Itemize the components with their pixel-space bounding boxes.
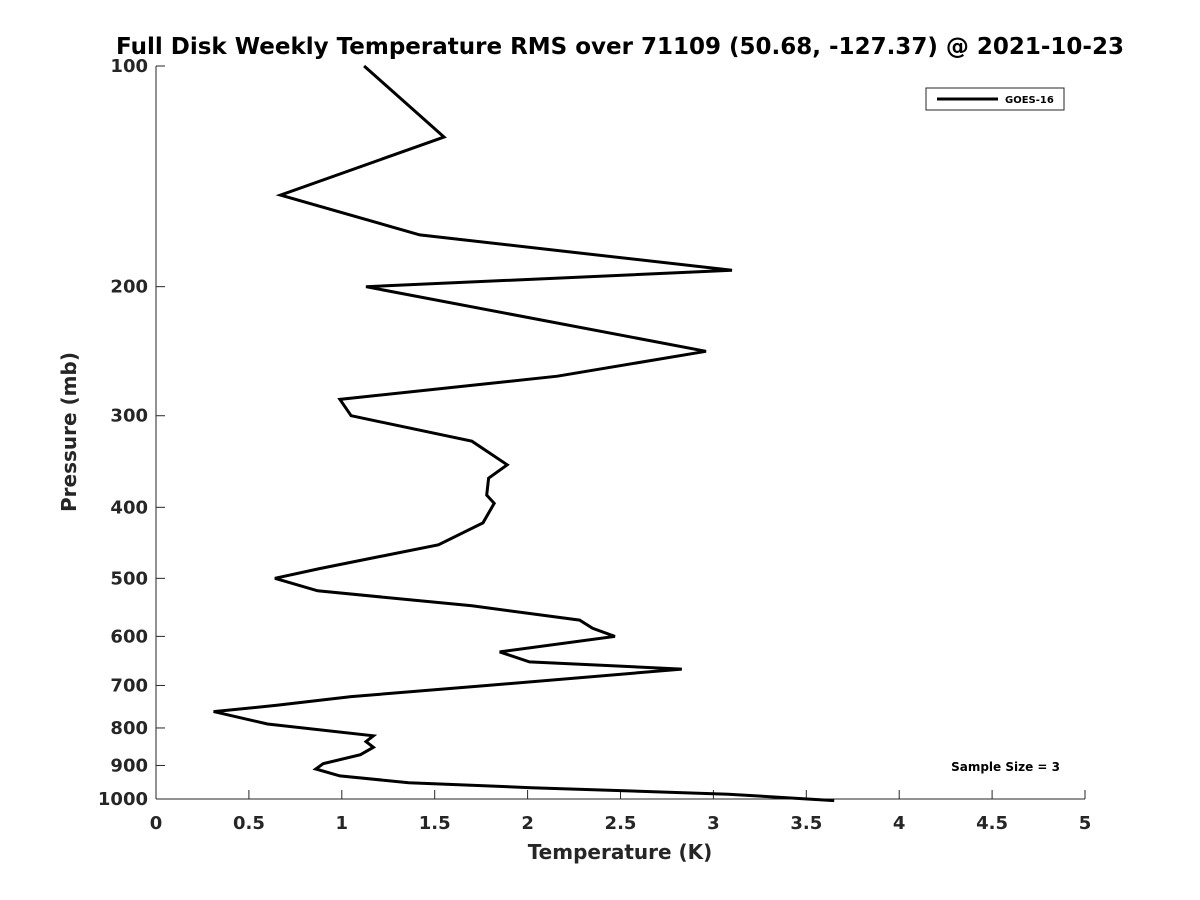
y-tick-label: 500 [110,568,148,589]
series-line-goes-16 [213,64,835,803]
legend-label: GOES-16 [1005,95,1054,106]
x-tick-label: 1 [336,813,349,834]
x-tick-label: 4 [893,813,906,834]
x-tick-label: 0.5 [233,813,265,834]
y-tick-label: 800 [110,718,148,739]
y-tick-label: 900 [110,755,148,776]
plot-axes: 0 0.5 1 1.5 2 2.5 3 3.5 4 4.5 5 100 200 300 400 500 600 7… [98,56,1091,834]
x-tick-label: 3 [707,813,720,834]
y-tick-label: 200 [110,277,148,298]
y-tick-label: 600 [110,626,148,647]
y-tick-label: 100 [110,56,148,77]
x-tick-label: 4.5 [976,813,1008,834]
y-tick-label: 700 [110,675,148,696]
x-tick-label: 2.5 [605,813,637,834]
y-tick-label: 1000 [98,789,148,810]
x-tick-label: 1.5 [419,813,451,834]
x-axis-label: Temperature (K) [528,840,713,864]
x-tick-label: 3.5 [790,813,822,834]
sample-size-annotation: Sample Size = 3 [951,760,1060,774]
x-tick-label: 2 [521,813,534,834]
y-tick-label: 300 [110,406,148,427]
legend: GOES-16 [925,87,1065,111]
x-tick-label: 5 [1079,813,1092,834]
chart-title: Full Disk Weekly Temperature RMS over 71… [116,34,1124,60]
y-tick-label: 400 [110,497,148,518]
y-axis-label: Pressure (mb) [57,352,81,512]
x-tick-label: 0 [150,813,163,834]
plot-marks [213,64,835,803]
